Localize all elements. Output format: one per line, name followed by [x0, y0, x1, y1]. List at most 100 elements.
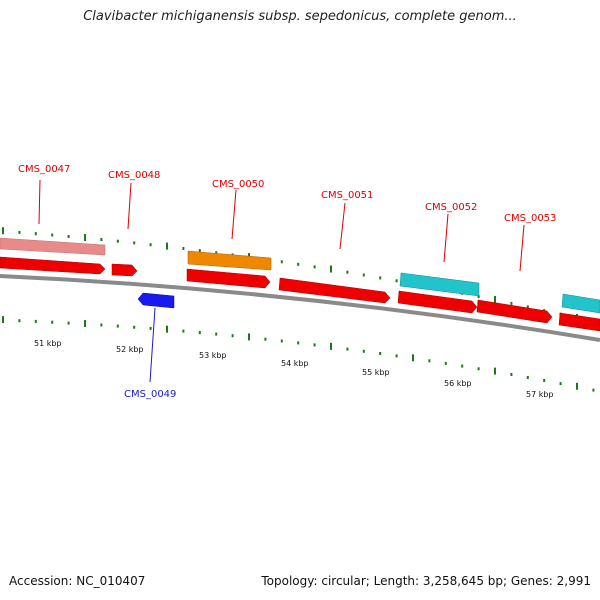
label-leaders — [38, 179, 525, 383]
outer-major-tick — [330, 265, 332, 273]
inner-major-tick — [494, 367, 496, 375]
outer-minor-tick — [362, 273, 365, 277]
inner-major-tick — [166, 325, 168, 333]
genome-title: Clavibacter michiganensis subsp. sepedon… — [83, 9, 517, 24]
feature-red-arrow-3[interactable] — [397, 290, 478, 314]
gene-label-CMS_0047[interactable]: CMS_0047 — [18, 164, 70, 175]
gene-label-CMS_0053[interactable]: CMS_0053 — [504, 213, 556, 224]
inner-minor-tick — [67, 321, 70, 325]
outer-minor-tick — [116, 239, 119, 243]
inner-minor-tick — [297, 341, 300, 345]
inner-minor-tick — [526, 376, 529, 379]
inner-minor-tick — [346, 347, 349, 351]
inner-minor-tick — [182, 329, 185, 333]
gene-label-CMS_0048[interactable]: CMS_0048 — [108, 170, 160, 181]
outer-minor-tick — [510, 301, 513, 305]
outer-minor-tick — [379, 276, 382, 280]
outer-minor-tick — [34, 232, 37, 236]
outer-minor-tick — [100, 238, 103, 241]
inner-tick-track — [2, 316, 595, 392]
gene-label-CMS_0050[interactable]: CMS_0050 — [212, 179, 264, 190]
inner-minor-tick — [428, 359, 431, 363]
outer-major-tick — [494, 296, 496, 303]
inner-minor-tick — [149, 326, 152, 330]
inner-minor-tick — [379, 352, 382, 355]
inner-minor-tick — [116, 324, 119, 328]
inner-minor-tick — [362, 349, 365, 353]
kbp-label-57: 57 kbp — [526, 390, 554, 399]
kbp-scale-labels: 51 kbp 52 kbp 53 kbp 54 kbp 55 kbp 56 kb… — [34, 339, 554, 399]
outer-minor-tick — [198, 249, 201, 253]
gene-label-CMS_0051[interactable]: CMS_0051 — [321, 190, 373, 201]
inner-minor-tick — [461, 364, 464, 368]
kbp-label-53: 53 kbp — [199, 351, 227, 360]
outer-minor-tick — [67, 235, 70, 238]
inner-minor-tick — [215, 332, 218, 336]
topology-summary-text: Topology: circular; Length: 3,258,645 bp… — [261, 574, 591, 588]
inner-minor-tick — [510, 373, 513, 376]
genome-backbone — [0, 274, 600, 342]
feature-CMS_0053[interactable] — [476, 299, 553, 324]
outer-minor-tick — [215, 251, 218, 255]
inner-minor-tick — [395, 354, 398, 358]
feature-CMS_0047[interactable] — [0, 237, 106, 256]
inner-minor-tick — [592, 388, 595, 392]
feature-red-arrow-2[interactable] — [186, 268, 271, 289]
feature-red-edge[interactable] — [558, 312, 600, 332]
inner-major-tick — [84, 320, 86, 327]
inner-major-tick — [248, 333, 250, 341]
kbp-label-56: 56 kbp — [444, 379, 472, 388]
outer-minor-tick — [280, 260, 283, 264]
outer-minor-tick — [133, 241, 136, 245]
outer-minor-tick — [346, 270, 349, 274]
accession-text: Accession: NC_010407 — [9, 574, 146, 588]
feature-CMS_0050[interactable] — [187, 250, 272, 271]
outer-minor-tick — [297, 262, 300, 266]
outer-minor-tick — [182, 247, 185, 250]
kbp-label-52: 52 kbp — [116, 345, 144, 354]
inner-minor-tick — [133, 325, 136, 329]
inner-minor-tick — [264, 337, 267, 341]
feature-cyan-edge[interactable] — [561, 293, 600, 314]
inner-major-tick — [412, 354, 414, 362]
outer-minor-tick — [18, 230, 21, 234]
gene-labels: CMS_0047 CMS_0048 CMS_0050 CMS_0051 CMS_… — [18, 164, 556, 400]
inner-major-tick — [2, 316, 4, 324]
gene-label-CMS_0049[interactable]: CMS_0049 — [124, 389, 176, 400]
inner-minor-tick — [444, 361, 447, 365]
feature-CMS_0048[interactable] — [111, 263, 138, 277]
outer-minor-tick — [395, 279, 398, 283]
inner-minor-tick — [34, 319, 37, 323]
inner-minor-tick — [231, 334, 234, 338]
inner-minor-tick — [100, 323, 103, 327]
outer-minor-tick — [477, 295, 480, 299]
outer-minor-tick — [149, 243, 152, 247]
outer-major-tick — [2, 227, 4, 235]
outer-minor-tick — [313, 265, 316, 269]
inner-minor-tick — [51, 320, 54, 324]
inner-minor-tick — [313, 343, 316, 347]
inner-minor-tick — [280, 339, 283, 343]
feature-CMS_0049[interactable] — [137, 292, 175, 309]
outer-major-tick — [84, 234, 86, 241]
kbp-label-54: 54 kbp — [281, 359, 309, 368]
outer-minor-tick — [51, 233, 54, 237]
outer-minor-tick — [526, 305, 529, 309]
inner-minor-tick — [559, 382, 562, 386]
kbp-label-51: 51 kbp — [34, 339, 62, 348]
inner-major-tick — [330, 342, 332, 350]
inner-minor-tick — [18, 319, 21, 323]
feature-CMS_0051[interactable] — [278, 277, 391, 304]
feature-red-arrow-1[interactable] — [0, 256, 106, 275]
feature-track — [0, 237, 600, 332]
feature-CMS_0052[interactable] — [399, 272, 480, 297]
gene-label-CMS_0052[interactable]: CMS_0052 — [425, 202, 477, 213]
kbp-label-55: 55 kbp — [362, 368, 390, 377]
inner-minor-tick — [198, 331, 201, 335]
inner-minor-tick — [543, 379, 546, 382]
inner-major-tick — [576, 382, 578, 390]
inner-minor-tick — [477, 367, 480, 371]
outer-major-tick — [166, 242, 168, 250]
